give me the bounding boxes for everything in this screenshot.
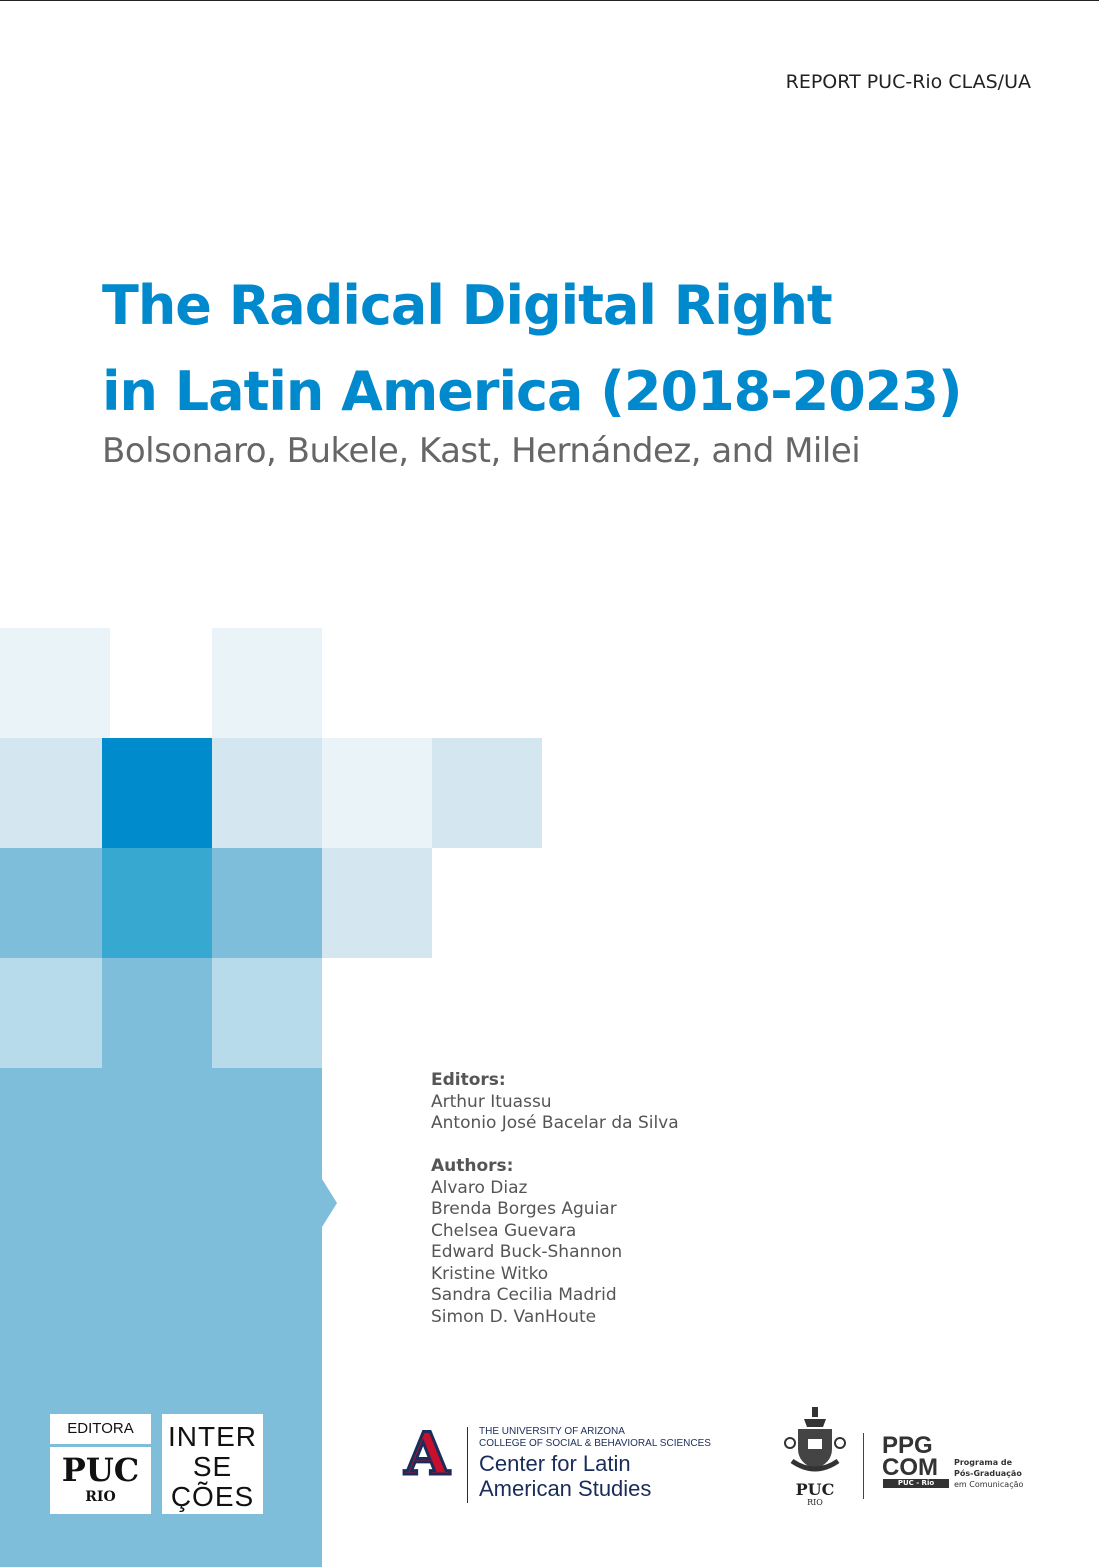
- editors-section: Editors: Arthur Ituassu Antonio José Bac…: [431, 1070, 679, 1135]
- intersecoes-logo: INTER SE ÇÕES: [162, 1414, 263, 1514]
- panel-arrow: [322, 1179, 337, 1227]
- authors-label: Authors:: [431, 1156, 514, 1176]
- ua-line-3: Center for Latin: [479, 1451, 631, 1476]
- grid-cell: [102, 738, 212, 848]
- university-of-arizona-logo: A THE UNIVERSITY OF ARIZONA COLLEGE OF S…: [399, 1420, 719, 1505]
- ua-line-2: COLLEGE OF SOCIAL & BEHAVIORAL SCIENCES: [479, 1438, 711, 1449]
- grid-cell: [212, 738, 322, 848]
- ppgcom-text: Programa de Pós-Graduação em Comunicação: [954, 1457, 1023, 1490]
- title-line-2: in Latin America (2018-2023): [102, 360, 963, 423]
- grid-cell: [322, 848, 432, 958]
- author-name: Sandra Cecilia Madrid: [431, 1285, 617, 1305]
- editors-label: Editors:: [431, 1070, 506, 1090]
- author-name: Brenda Borges Aguiar: [431, 1199, 617, 1219]
- puc-seal-sublabel: RIO: [807, 1498, 823, 1507]
- author-name: Simon D. VanHoute: [431, 1306, 597, 1327]
- intersecoes-line: ÇÕES: [170, 1481, 255, 1512]
- grid-cell: [0, 848, 110, 958]
- puc-seal-label: PUC: [795, 1480, 835, 1499]
- grid-cell: [0, 628, 110, 738]
- ppgcom-text-2: Pós-Graduação: [954, 1469, 1022, 1478]
- blue-side-panel: [0, 1068, 322, 1567]
- editor-name: Arthur Ituassu: [431, 1091, 552, 1112]
- com-label: COM: [882, 1454, 938, 1481]
- ppgcom-bar: PUC - Rio: [883, 1479, 949, 1488]
- puc-rio-box: PUC RIO: [50, 1447, 151, 1514]
- ua-line-1: THE UNIVERSITY OF ARIZONA: [479, 1426, 625, 1437]
- ppgcom-mark: PPG COM: [882, 1432, 938, 1481]
- author-name: Edward Buck-Shannon: [431, 1242, 623, 1262]
- ua-line-4: American Studies: [479, 1476, 652, 1501]
- ppg-label: PPG: [882, 1432, 933, 1459]
- intersecoes-line: INTER: [168, 1421, 257, 1452]
- editor-name: Antonio José Bacelar da Silva: [431, 1113, 679, 1133]
- grid-cell: [212, 628, 322, 738]
- report-label: REPORT PUC-Rio CLAS/UA: [785, 71, 1031, 93]
- puc-seal-icon: [784, 1407, 846, 1472]
- authors-section: Authors: Alvaro Diaz Brenda Borges Aguia…: [431, 1156, 622, 1328]
- grid-cell: [0, 958, 110, 1068]
- rio-label: RIO: [85, 1489, 116, 1505]
- ppgcom-text-3: em Comunicação: [954, 1480, 1024, 1489]
- grid-cell: [432, 738, 542, 848]
- grid-cell: [102, 958, 212, 1068]
- document-title: The Radical Digital Right in Latin Ameri…: [102, 263, 963, 435]
- intersecoes-line: SE: [192, 1451, 233, 1482]
- grid-cell: [0, 738, 110, 848]
- title-line-1: The Radical Digital Right: [102, 274, 833, 337]
- grid-cell: [322, 738, 432, 848]
- author-name: Chelsea Guevara: [431, 1220, 577, 1241]
- logo-divider: [863, 1433, 864, 1499]
- ppgcom-text-1: Programa de: [954, 1458, 1013, 1467]
- grid-cell: [212, 958, 322, 1068]
- editora-label: EDITORA: [50, 1414, 151, 1444]
- author-name: Alvaro Diaz: [431, 1177, 528, 1198]
- puc-label: PUC: [61, 1451, 140, 1489]
- arizona-a-icon: A: [403, 1420, 451, 1488]
- logo-divider: [467, 1427, 468, 1503]
- author-name: Kristine Witko: [431, 1263, 549, 1284]
- grid-cell: [102, 848, 212, 958]
- grid-cell: [212, 848, 322, 958]
- puc-ppgcom-logo: PUC RIO PPG COM PUC - Rio Programa de Pó…: [782, 1405, 1023, 1509]
- document-subtitle: Bolsonaro, Bukele, Kast, Hernández, and …: [102, 431, 861, 471]
